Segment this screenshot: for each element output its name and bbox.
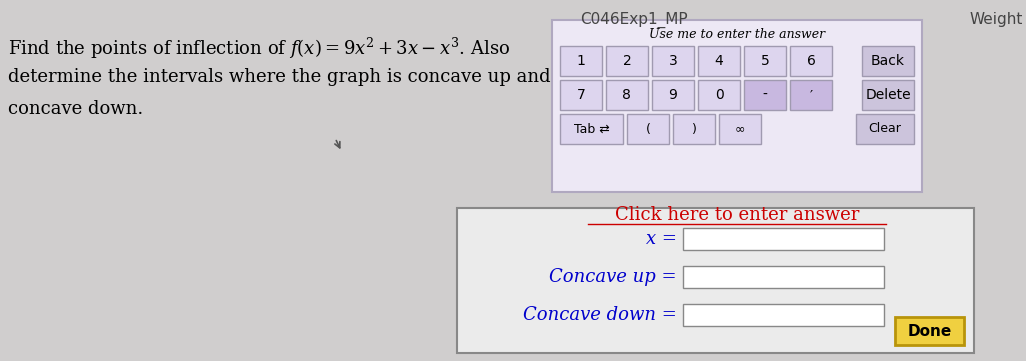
Text: Weight: Weight <box>970 12 1023 27</box>
Text: 4: 4 <box>715 54 723 68</box>
Bar <box>457 208 974 353</box>
Text: Concave up =: Concave up = <box>549 268 677 286</box>
Text: Back: Back <box>871 54 905 68</box>
Text: Done: Done <box>907 323 951 339</box>
Bar <box>895 317 963 345</box>
Text: Click here to enter answer: Click here to enter answer <box>615 206 859 224</box>
Bar <box>560 80 602 110</box>
Bar <box>605 80 648 110</box>
Bar <box>698 46 740 76</box>
Bar <box>652 46 695 76</box>
Text: 2: 2 <box>623 54 631 68</box>
Text: Use me to enter the answer: Use me to enter the answer <box>648 28 825 41</box>
Text: ∞: ∞ <box>735 122 746 135</box>
Text: Tab ⇄: Tab ⇄ <box>574 122 609 135</box>
Bar <box>682 304 884 326</box>
Text: 0: 0 <box>715 88 723 102</box>
Bar <box>673 114 715 144</box>
Bar <box>560 46 602 76</box>
Bar <box>790 46 832 76</box>
Text: x =: x = <box>645 230 677 248</box>
Bar <box>744 80 786 110</box>
Text: 3: 3 <box>669 54 677 68</box>
Text: 6: 6 <box>806 54 816 68</box>
Bar <box>857 114 914 144</box>
Bar <box>719 114 761 144</box>
Text: Clear: Clear <box>869 122 902 135</box>
Bar <box>627 114 669 144</box>
Text: ′: ′ <box>810 88 813 102</box>
Bar <box>862 46 914 76</box>
Text: 9: 9 <box>669 88 677 102</box>
Text: Find the points of inflection of $f(x) = 9x^2 + 3x - x^3$. Also: Find the points of inflection of $f(x) =… <box>7 36 510 61</box>
Bar <box>790 80 832 110</box>
Text: concave down.: concave down. <box>7 100 143 118</box>
Text: 7: 7 <box>577 88 585 102</box>
Bar <box>560 114 623 144</box>
Text: Concave down =: Concave down = <box>523 306 677 324</box>
Bar <box>682 228 884 250</box>
Bar <box>862 80 914 110</box>
Text: determine the intervals where the graph is concave up and: determine the intervals where the graph … <box>7 68 550 86</box>
Text: -: - <box>762 88 767 102</box>
Text: (: ( <box>645 122 650 135</box>
Text: 1: 1 <box>577 54 585 68</box>
Bar <box>682 266 884 288</box>
Bar <box>605 46 648 76</box>
Text: Delete: Delete <box>865 88 911 102</box>
Bar <box>698 80 740 110</box>
Text: 5: 5 <box>761 54 770 68</box>
Bar <box>744 46 786 76</box>
Bar <box>552 20 921 192</box>
Text: ): ) <box>692 122 697 135</box>
Text: 8: 8 <box>623 88 631 102</box>
Text: C046Exp1_MP: C046Exp1_MP <box>580 12 687 28</box>
Bar <box>652 80 695 110</box>
